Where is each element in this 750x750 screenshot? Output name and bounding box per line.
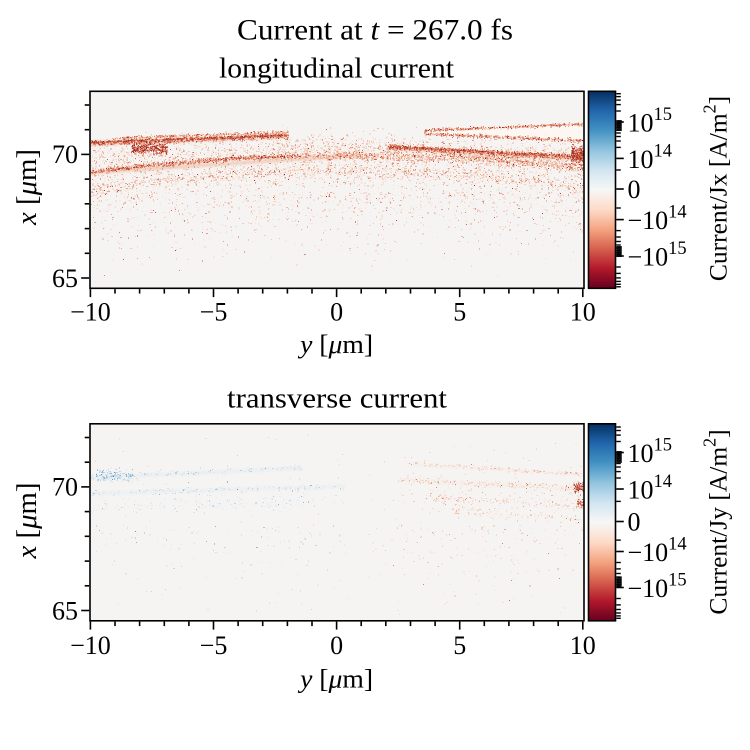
svg-text:10: 10 [570,631,596,660]
svg-text:−10: −10 [70,631,111,660]
svg-text:5: 5 [453,631,466,660]
svg-text:−5: −5 [200,631,228,660]
svg-text:y [μm]: y [μm] [297,664,373,694]
svg-text:−1014: −1014 [628,203,687,236]
svg-text:10: 10 [570,298,596,327]
svg-text:0: 0 [330,298,343,327]
svg-text:−5: −5 [200,298,228,327]
svg-text:0: 0 [628,507,641,536]
svg-text:Current/Jx [A/m2]: Current/Jx [A/m2] [700,96,733,281]
svg-text:−10: −10 [70,298,111,327]
svg-text:0: 0 [628,175,641,204]
svg-text:70: 70 [52,140,78,169]
svg-text:x [μm]: x [μm] [12,483,43,560]
svg-text:65: 65 [52,596,78,625]
svg-text:transverse current: transverse current [227,384,447,415]
svg-text:Current at t = 267.0 fs: Current at t = 267.0 fs [237,14,513,47]
svg-text:longitudinal current: longitudinal current [219,54,454,85]
svg-text:70: 70 [52,473,78,502]
svg-text:65: 65 [52,264,78,293]
svg-text:0: 0 [330,631,343,660]
svg-text:y [μm]: y [μm] [297,329,373,359]
svg-text:5: 5 [453,298,466,327]
svg-text:−1015: −1015 [628,571,687,604]
svg-text:Current/Jy [A/m2]: Current/Jy [A/m2] [700,429,733,614]
svg-text:x [μm]: x [μm] [12,149,43,226]
